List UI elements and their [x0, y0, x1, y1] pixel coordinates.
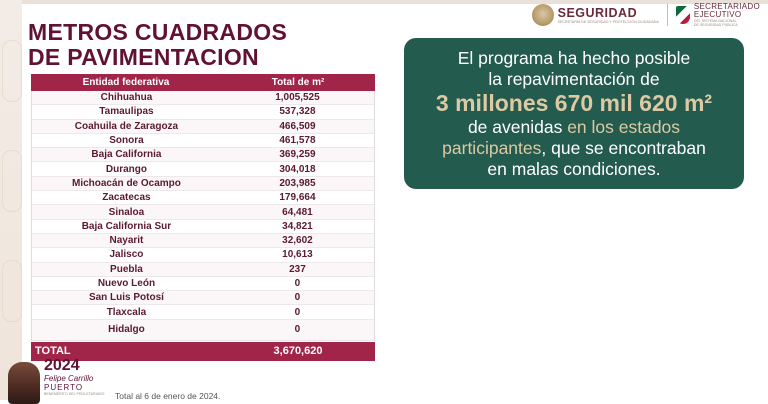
row-total: 32,602	[282, 235, 313, 247]
card-line-4: de avenidas en los estados	[404, 117, 744, 138]
row-entity: Puebla	[110, 263, 143, 275]
table-row: Baja California Sur 34,821	[32, 220, 374, 234]
table-row: Jalisco 10,613	[32, 248, 374, 263]
row-total: 466,509	[279, 120, 316, 132]
row-total: 0	[294, 278, 301, 289]
row-entity: Tamaulipas	[99, 106, 154, 118]
footnote: Total al 6 de enero de 2024.	[115, 391, 221, 401]
row-total: 369,259	[279, 149, 316, 161]
card-line-2: la repavimentación de	[488, 69, 660, 89]
row-entity: Nuevo León	[97, 278, 156, 289]
table-row: Michoacán de Ocampo 203,985	[32, 176, 374, 192]
paving-table: Entidad federativa Total de m² Chihuahua…	[31, 74, 375, 361]
row-entity: Baja California	[91, 149, 162, 161]
row-entity: Durango	[105, 163, 147, 175]
table-header: Entidad federativa Total de m²	[31, 74, 375, 91]
row-entity: Hidalgo	[108, 324, 145, 336]
row-entity: Zacatecas	[102, 192, 151, 204]
card-line-5b: , que se encontraban	[541, 138, 706, 158]
secretariado-sub-1: DEL SISTEMA NACIONAL	[693, 19, 737, 23]
fcp-sub: BENEMÉRITO DEL PROLETARIADO	[44, 392, 105, 396]
row-total: 64,481	[282, 206, 313, 218]
row-entity: Jalisco	[109, 249, 144, 261]
row-entity: Michoacán de Ocampo	[71, 177, 181, 189]
fcp-name: Felipe Carrillo	[44, 374, 94, 383]
decorative-side-band	[0, 0, 22, 400]
row-entity: Coahuila de Zaragoza	[74, 120, 179, 132]
top-bar	[0, 0, 768, 4]
header-total: Total de m²	[271, 77, 325, 88]
row-entity: Chihuahua	[100, 92, 153, 104]
row-entity: Baja California Sur	[81, 220, 172, 232]
row-entity: Sinaloa	[108, 206, 145, 218]
card-line-4a: de avenidas	[467, 117, 568, 137]
table-row: Sonora 461,578	[32, 134, 374, 149]
card-line-1: El programa ha hecho posible	[457, 48, 691, 68]
seguridad-logo: SEGURIDAD SECRETARÍA DE SEGURIDAD Y PROT…	[557, 5, 659, 24]
fcp-year: 2024	[44, 357, 80, 374]
row-entity: Nayarit	[109, 235, 144, 247]
card-line-5a: participantes	[442, 138, 542, 158]
row-total: 237	[289, 263, 306, 275]
table-row: Chihuahua 1,005,525	[32, 91, 374, 106]
decorative-pattern	[2, 150, 22, 212]
table-row: Puebla 237	[32, 262, 374, 277]
card-highlight: 3 millones 670 mil 620 m²	[435, 90, 713, 116]
footer-total: 3,670,620	[273, 345, 323, 358]
card-line-5: participantes, que se encontraban	[404, 138, 744, 159]
table-row: Tlaxcala 0	[32, 305, 374, 320]
row-total: 10,613	[282, 249, 313, 261]
header-entity: Entidad federativa	[82, 77, 170, 88]
decorative-pattern	[2, 260, 22, 322]
row-entity: Tlaxcala	[106, 306, 147, 318]
row-total: 0	[294, 306, 301, 318]
row-entity: Sonora	[109, 135, 144, 147]
table-row: Coahuila de Zaragoza 466,509	[32, 119, 374, 134]
table-row: Baja California 369,259	[32, 148, 374, 163]
secretariado-word-2: EJECUTIVO	[693, 10, 742, 19]
row-total: 1,005,525	[275, 92, 320, 104]
secretariado-logo: SECRETARIADO EJECUTIVO DEL SISTEMA NACIO…	[693, 2, 760, 28]
fcp-text: 2024 Felipe Carrillo PUERTO BENEMÉRITO D…	[44, 357, 105, 397]
table-row: Sinaloa 64,481	[32, 205, 374, 220]
fcp-puerto: PUERTO	[44, 383, 84, 392]
seguridad-sub: SECRETARÍA DE SEGURIDAD Y PROTECCIÓN CIU…	[557, 19, 659, 24]
secretariado-sub-2: DE SEGURIDAD PÚBLICA	[693, 23, 738, 27]
row-total: 304,018	[279, 163, 316, 175]
row-total: 34,821	[282, 220, 313, 232]
table-body: Chihuahua 1,005,525 Tamaulipas 537,328 Coahu…	[31, 91, 375, 341]
footer-label: TOTAL	[35, 345, 71, 358]
felipe-carrillo-puerto-logo: 2024 Felipe Carrillo PUERTO BENEMÉRITO D…	[8, 358, 104, 404]
header-logos: SEGURIDAD SECRETARÍA DE SEGURIDAD Y PROT…	[531, 2, 760, 28]
seguridad-word: SEGURIDAD	[557, 5, 638, 20]
table-row: Hidalgo 0	[32, 319, 374, 341]
row-total: 203,985	[279, 177, 316, 189]
title-line-2: DE PAVIMENTACION	[28, 44, 259, 70]
table-row: San Luis Potosí 0	[32, 291, 374, 306]
row-total: 0	[294, 292, 301, 304]
info-card: El programa ha hecho posible la repavime…	[404, 38, 744, 189]
national-seal-icon	[531, 4, 554, 26]
row-entity: San Luis Potosí	[88, 292, 164, 304]
table-footer: TOTAL 3,670,620	[31, 341, 375, 361]
table-row: Nayarit 32,602	[32, 233, 374, 249]
logo-divider	[666, 4, 668, 26]
row-total: 0	[294, 324, 301, 336]
decorative-pattern	[2, 40, 22, 102]
table-row: Durango 304,018	[32, 162, 374, 177]
row-total: 537,328	[279, 106, 316, 118]
title-line-1: METROS CUADRADOS	[28, 19, 288, 45]
table-row: Zacatecas 179,664	[32, 191, 374, 206]
page-title: METROS CUADRADOS DE PAVIMENTACION	[28, 20, 348, 70]
card-line-4b: en los estados	[567, 117, 681, 137]
card-line-6: en malas condiciones.	[487, 159, 661, 179]
shield-icon	[675, 6, 690, 24]
secretariado-word-1: SECRETARIADO	[693, 2, 760, 11]
portrait-icon	[8, 362, 40, 404]
table-row: Tamaulipas 537,328	[32, 105, 374, 120]
row-total: 179,664	[279, 192, 316, 204]
row-total: 461,578	[279, 135, 316, 147]
table-row: Nuevo León 0	[32, 277, 374, 292]
